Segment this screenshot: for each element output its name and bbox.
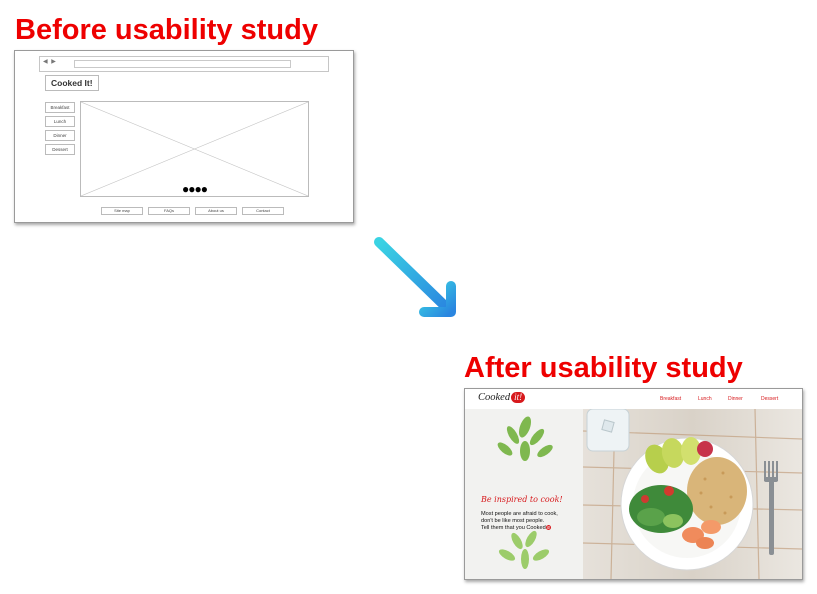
diagonal-down-right-arrow-icon: [374, 237, 456, 317]
wireframe-logo[interactable]: Cooked It!: [45, 75, 99, 91]
blurb-badge: it!: [545, 525, 552, 530]
final-design-mockup: Cooked it! Breakfast Lunch Dinner Dessert: [464, 388, 803, 580]
wireframe-nav-lunch[interactable]: Lunch: [45, 116, 75, 127]
blurb-line: don't be like most people.: [481, 518, 545, 524]
wireframe-mockup: ◀ ▶ Cooked It! Breakfast Lunch Dinner De…: [14, 50, 354, 223]
browser-nav-arrows-icon[interactable]: ◀ ▶: [43, 59, 57, 65]
wireframe-footer-faqs[interactable]: FAQs: [148, 207, 190, 215]
wireframe-footer-about[interactable]: About us: [195, 207, 237, 215]
hero-food-photo: [582, 409, 802, 579]
nav-dinner[interactable]: Dinner: [728, 396, 743, 402]
site-logo[interactable]: Cooked it!: [478, 392, 526, 403]
after-heading: After usability study: [464, 352, 743, 384]
hero-blurb: Most people are afraid to cook, don't be…: [481, 511, 581, 532]
hero-text-panel: Be inspired to cook! Most people are afr…: [465, 409, 583, 579]
brand-text: Cooked: [478, 392, 511, 403]
blurb-text: Tell them that you Cooked: [481, 525, 546, 531]
nav-dessert[interactable]: Dessert: [761, 396, 779, 402]
wireframe-footer-contact[interactable]: Contact: [242, 207, 284, 215]
leaf-decoration-icon: [497, 416, 553, 569]
carousel-dots[interactable]: ●●●●: [182, 182, 208, 196]
wireframe-url-field[interactable]: [74, 60, 291, 68]
blurb-line-last: Tell them that you Cookedit!: [481, 525, 581, 532]
brand-badge: it!: [511, 392, 526, 403]
image-placeholder-cross: [81, 102, 308, 196]
nav-lunch[interactable]: Lunch: [698, 396, 712, 402]
wireframe-nav-breakfast[interactable]: Breakfast: [45, 102, 75, 113]
wireframe-nav-dinner[interactable]: Dinner: [45, 130, 75, 141]
wireframe-hero-placeholder: ●●●●: [80, 101, 309, 197]
hero-tagline: Be inspired to cook!: [481, 495, 563, 504]
nav-breakfast[interactable]: Breakfast: [660, 396, 682, 402]
wireframe-browser-bar: ◀ ▶: [39, 56, 329, 72]
before-heading: Before usability study: [15, 14, 318, 46]
blurb-line: Most people are afraid to cook,: [481, 511, 558, 517]
wireframe-footer-sitemap[interactable]: Site map: [101, 207, 143, 215]
site-header: Cooked it! Breakfast Lunch Dinner Dessert: [465, 389, 802, 409]
wireframe-nav-dessert[interactable]: Dessert: [45, 144, 75, 155]
